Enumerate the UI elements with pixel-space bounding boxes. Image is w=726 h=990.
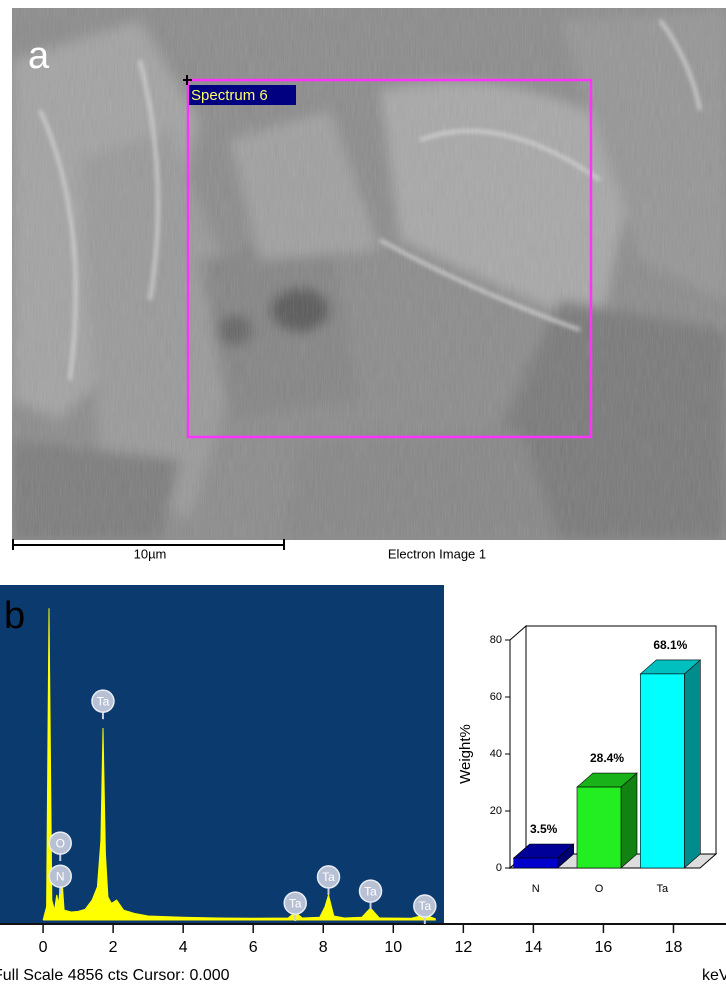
y-tick-label: 0: [496, 862, 502, 874]
y-axis-label: Weight%: [457, 724, 474, 784]
spectrum-area: [42, 608, 436, 921]
crosshair: [183, 75, 192, 85]
bar-top-shade: [577, 773, 637, 788]
x-tick-label: 0: [39, 939, 48, 956]
y-tick-label: 40: [490, 748, 502, 760]
value-label: 68.1%: [653, 638, 687, 652]
x-tick-label: Ta: [657, 883, 670, 895]
annotation-label: Ta: [289, 896, 302, 910]
y-tick-label: 20: [490, 805, 502, 817]
x-tick-label: 6: [249, 939, 258, 956]
annotation-marker: [283, 891, 307, 915]
annotation-label: Ta: [97, 694, 110, 708]
value-label: 28.4%: [590, 751, 624, 765]
bar-side-shade: [557, 844, 574, 868]
annotation-label: Ta: [322, 870, 335, 884]
bar-side-shade: [684, 659, 701, 868]
x-tick-label: 4: [179, 939, 188, 956]
x-tick-label: 8: [319, 939, 328, 956]
bar-side-shade: [621, 773, 637, 868]
annotation-marker: [316, 865, 341, 889]
annotation-marker: [413, 894, 437, 918]
status-text: Full Scale 4856 cts Cursor: 0.000: [0, 967, 230, 984]
annotation-marker: [48, 831, 72, 855]
x-tick-label: O: [595, 883, 604, 895]
spectrum-chart: 0 2 4 6 8 10 12 14 16 18 Ta O N Ta Ta Ta Ta b Full Scale 4…: [0, 595, 726, 984]
x-tick-label: 10: [384, 939, 402, 956]
annotation-label: Ta: [364, 884, 377, 898]
x-tick-label: 14: [524, 939, 542, 956]
panel-label: a: [28, 35, 50, 77]
bar: [576, 786, 622, 869]
x-tick-label: 16: [595, 939, 613, 956]
y-tick-label: 80: [490, 634, 502, 646]
annotation-marker: [48, 864, 72, 888]
annotation-label: O: [56, 836, 65, 850]
value-label: 3.5%: [530, 822, 558, 836]
annotation-marker: [358, 879, 383, 903]
x-tick-label: 2: [109, 939, 118, 956]
back-wall: [509, 624, 527, 870]
x-tick-label: 18: [665, 939, 683, 956]
scale-bar-label: 10µm: [134, 546, 167, 561]
sem-image: [12, 8, 726, 540]
bar: [513, 857, 558, 869]
y-tick-label: 60: [490, 691, 502, 703]
spectrum-label: Spectrum 6: [191, 87, 268, 104]
spectrum-region: [186, 78, 593, 439]
annotation-marker: [91, 689, 115, 713]
bar-top-shade: [513, 844, 574, 859]
x-tick-label: N: [532, 883, 540, 895]
bar: [640, 673, 685, 869]
spectrum-label-bg: [189, 85, 296, 105]
panel-label: b: [4, 595, 25, 637]
spectrum-background: [0, 585, 444, 923]
x-tick-label: 12: [454, 939, 472, 956]
bar-top-shade: [640, 659, 701, 674]
x-axis-label: keV: [702, 967, 726, 984]
annotation-label: Ta: [418, 899, 431, 913]
image-caption: Electron Image 1: [388, 546, 486, 561]
annotation-label: N: [56, 869, 65, 883]
bar-chart: 0 20 40 60 80 Weight% 3.5% N 28.4% O 68.1% Ta: [457, 624, 718, 895]
scale-bar: [12, 539, 285, 550]
